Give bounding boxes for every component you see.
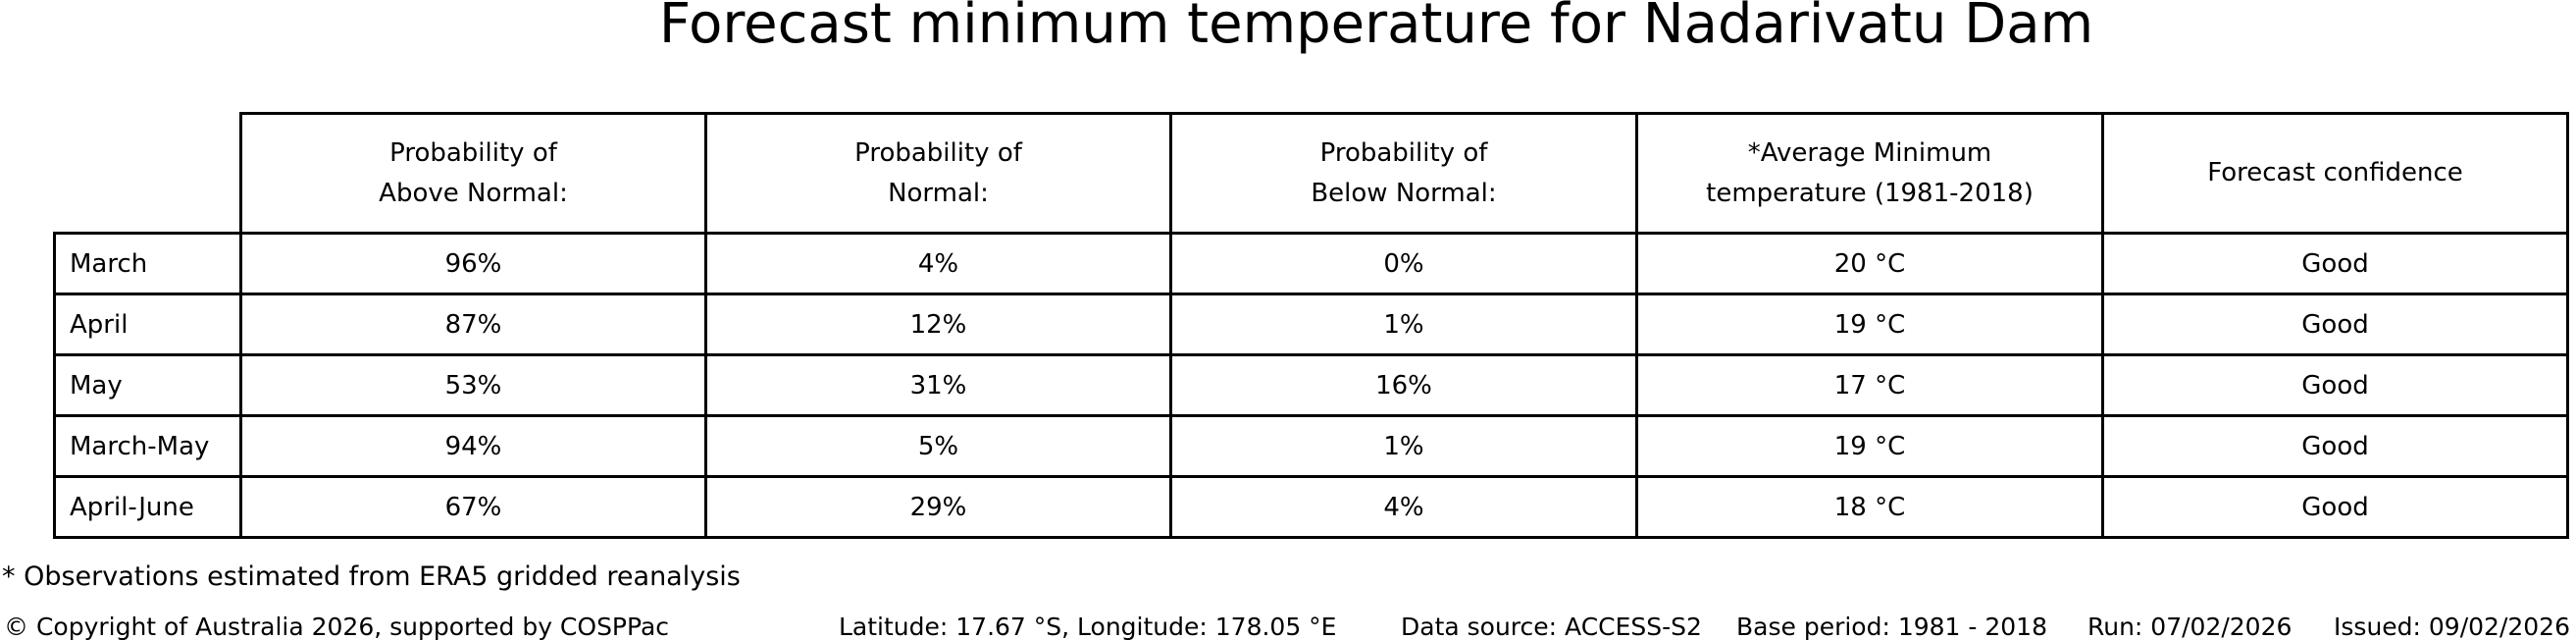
footnote-observations: * Observations estimated from ERA5 gridd… (2, 561, 741, 592)
table-cell: 1% (1169, 293, 1638, 356)
table-corner-cell (55, 114, 241, 234)
footer-lat-long: Latitude: 17.67 °S, Longitude: 178.05 °E (839, 613, 1337, 640)
footer-copyright: © Copyright of Australia 2026, supported… (4, 613, 670, 640)
table-cell: 29% (704, 475, 1172, 539)
forecast-table: Probability of Above Normal: Probability… (53, 112, 2569, 539)
col-header-average-minimum: *Average Minimum temperature (1981-2018) (1635, 112, 2104, 235)
table-cell: Good (2101, 475, 2569, 539)
row-label: April-June (53, 475, 242, 539)
table-cell: 4% (1169, 475, 1638, 539)
table-cell: 20 °C (1635, 232, 2104, 295)
table-cell: 19 °C (1635, 414, 2104, 478)
table-cell: 87% (239, 293, 707, 356)
footer-data-source: Data source: ACCESS-S2 (1401, 613, 1702, 640)
row-label: March (53, 232, 242, 295)
table-cell: 96% (239, 232, 707, 295)
row-label: May (53, 353, 242, 417)
table-cell: 19 °C (1635, 293, 2104, 356)
footer-run-date: Run: 07/02/2026 (2087, 613, 2293, 640)
col-header-forecast-confidence: Forecast confidence (2101, 112, 2569, 235)
footer-base-period: Base period: 1981 - 2018 (1736, 613, 2047, 640)
table-cell: Good (2101, 414, 2569, 478)
table-row-may: May 53% 31% 16% 17 °C Good (53, 353, 2569, 417)
page-title: Forecast minimum temperature for Nadariv… (658, 0, 2094, 56)
table-row-march-may: March-May 94% 5% 1% 19 °C Good (53, 414, 2569, 478)
col-header-below-normal: Probability of Below Normal: (1169, 112, 1638, 235)
table-cell: 94% (239, 414, 707, 478)
table-cell: 12% (704, 293, 1172, 356)
col-header-normal: Probability of Normal: (704, 112, 1172, 235)
table-cell: Good (2101, 293, 2569, 356)
table-row-march: March 96% 4% 0% 20 °C Good (53, 232, 2569, 295)
table-cell: 67% (239, 475, 707, 539)
table-cell: 16% (1169, 353, 1638, 417)
table-cell: 17 °C (1635, 353, 2104, 417)
table-row-april: April 87% 12% 1% 19 °C Good (53, 293, 2569, 356)
table-cell: 1% (1169, 414, 1638, 478)
table-cell: 0% (1169, 232, 1638, 295)
col-header-above-normal: Probability of Above Normal: (239, 112, 707, 235)
table-cell: 5% (704, 414, 1172, 478)
table-cell: Good (2101, 232, 2569, 295)
table-cell: 4% (704, 232, 1172, 295)
footer-issued-date: Issued: 09/02/2026 (2334, 613, 2570, 640)
table-row-april-june: April-June 67% 29% 4% 18 °C Good (53, 475, 2569, 539)
table-cell: 53% (239, 353, 707, 417)
table-cell: 18 °C (1635, 475, 2104, 539)
table-cell: 31% (704, 353, 1172, 417)
table-header-row: Probability of Above Normal: Probability… (55, 112, 2569, 235)
row-label: March-May (53, 414, 242, 478)
table-cell: Good (2101, 353, 2569, 417)
row-label: April (53, 293, 242, 356)
